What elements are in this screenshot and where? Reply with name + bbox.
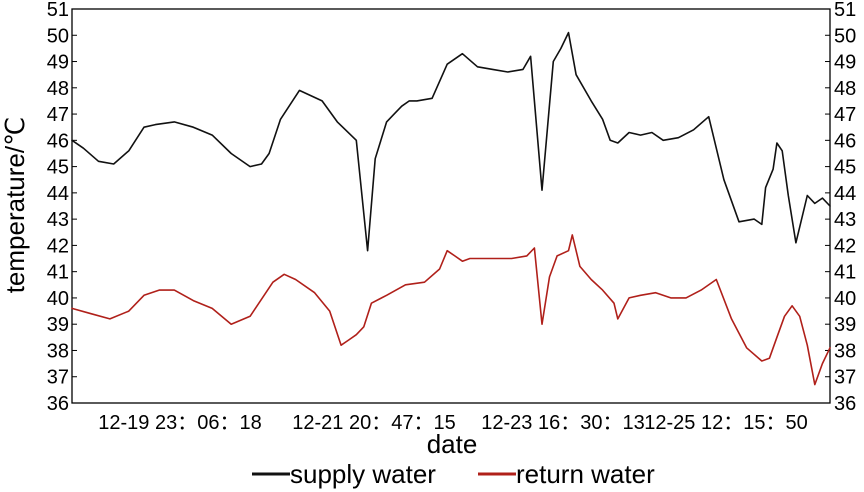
x-tick-label: 12-21 20：47：15 [292,412,455,434]
right-y-tick-label: 40 [834,288,856,310]
return-water-series-line [71,234,831,386]
right-y-tick-label: 38 [834,340,856,362]
right-y-tick-label: 46 [834,130,856,152]
right-y-tick-label: 39 [834,314,856,336]
y-axis-title: temperature/℃ [0,117,30,294]
legend-label-return-water: return water [516,459,655,489]
left-y-tick-label: 48 [47,78,69,100]
x-tick-label: 12-19 23：06：18 [98,412,261,434]
right-y-tick-label: 42 [834,235,856,257]
left-y-tick-label: 37 [47,367,69,389]
x-tick-label: 12-23 16：30：13 [481,412,644,434]
x-tick-label: 12-25 12：15：50 [644,412,807,434]
left-y-tick-label: 36 [47,393,69,415]
left-y-tick-label: 43 [47,209,69,231]
right-y-tick-label: 51 [834,0,856,21]
legend: supply water return water [252,459,655,489]
right-y-tick-label: 49 [834,52,856,74]
left-y-tick-label: 40 [47,288,69,310]
left-y-tick-label: 45 [47,157,69,179]
right-y-tick-label: 47 [834,104,856,126]
right-y-tick-label: 48 [834,78,856,100]
right-y-tick-label: 37 [834,367,856,389]
left-y-axis: 36 37 38 39 40 41 42 43 44 45 46 47 48 49 50 51 [47,0,77,415]
right-y-axis: 36 37 38 39 40 41 42 43 44 45 46 47 48 49 50 51 [825,0,856,415]
left-y-tick-label: 39 [47,314,69,336]
left-y-tick-label: 47 [47,104,69,126]
right-y-tick-label: 44 [834,183,856,205]
series-layer [71,31,831,386]
supply-water-series-line [71,31,831,252]
right-y-tick-label: 45 [834,157,856,179]
right-y-tick-label: 41 [834,262,856,284]
left-y-tick-label: 42 [47,235,69,257]
left-y-tick-label: 46 [47,130,69,152]
left-y-tick-label: 49 [47,52,69,74]
left-y-tick-label: 50 [47,25,69,47]
left-y-tick-label: 38 [47,340,69,362]
left-y-tick-label: 44 [47,183,69,205]
x-axis: 12-19 23：06：18 12-21 20：47：15 12-23 16：30：… [98,412,807,434]
x-axis-title: date [427,429,478,459]
right-y-tick-label: 36 [834,393,856,415]
left-y-tick-label: 51 [47,0,69,21]
right-y-tick-label: 50 [834,25,856,47]
plot-border [71,8,831,404]
plot-frame [71,8,831,404]
right-y-tick-label: 43 [834,209,856,231]
left-y-tick-label: 41 [47,262,69,284]
legend-label-supply-water: supply water [290,459,436,489]
